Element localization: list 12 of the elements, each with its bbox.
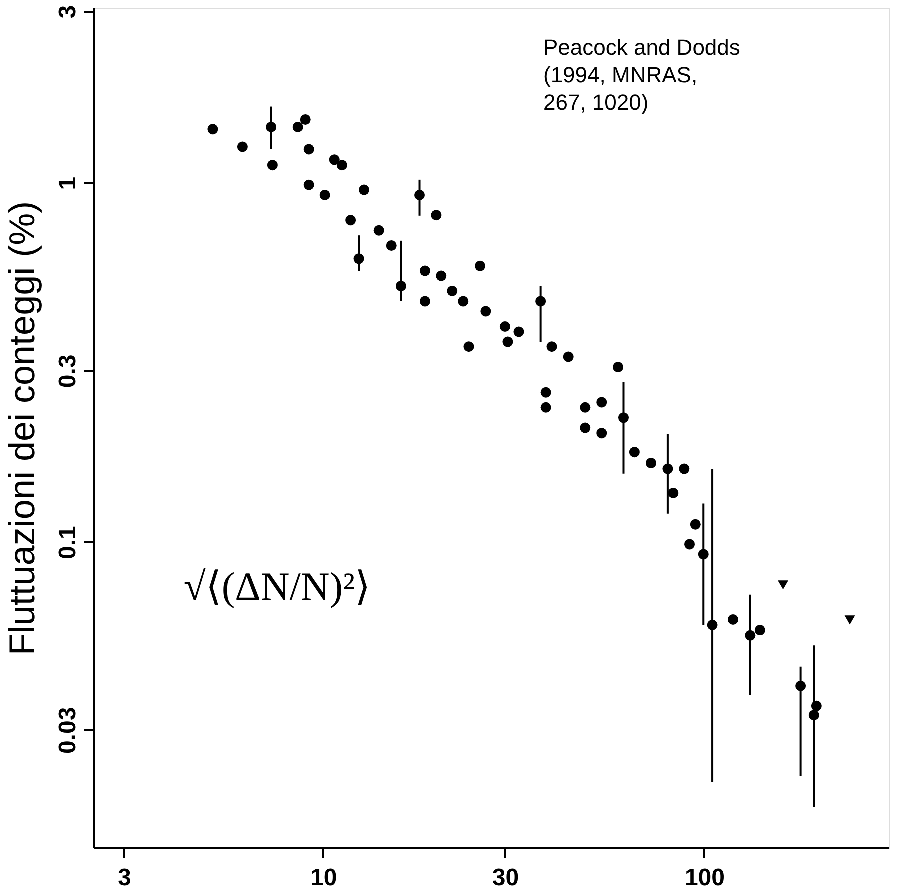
y-tick-label: 3 <box>54 5 82 19</box>
x-tick-label: 3 <box>118 864 132 892</box>
x-tick-label: 30 <box>492 864 520 892</box>
y-tick-label: 1 <box>54 176 82 190</box>
annotation: Peacock and Dodds (1994, MNRAS, 267, 1020) <box>544 35 740 115</box>
x-tick-label: 100 <box>684 864 725 892</box>
y-tick-label: 0.3 <box>54 354 82 388</box>
y-tick-label: 0.03 <box>54 707 82 754</box>
annotation: √⟨(ΔN/N)²⟩ <box>184 564 372 609</box>
y-tick-label: 0.1 <box>54 526 82 560</box>
y-axis-title: Fluttuazioni dei conteggi (%) <box>2 201 42 656</box>
x-tick-label: 10 <box>310 864 338 892</box>
